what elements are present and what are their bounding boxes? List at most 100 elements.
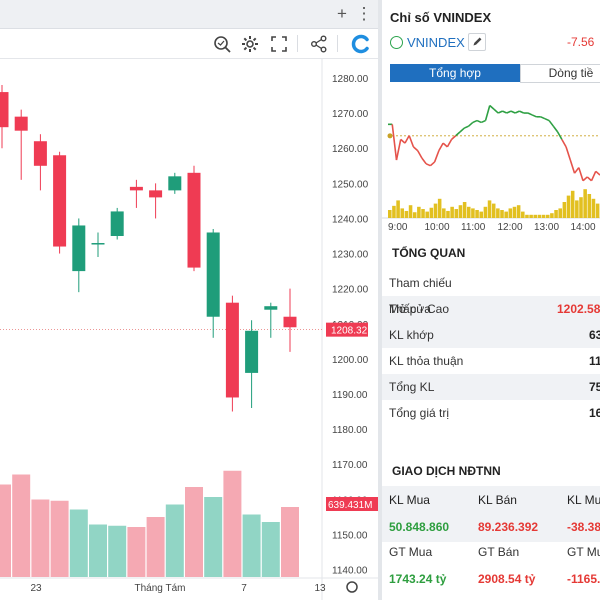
intraday-line-segment: [451, 135, 457, 140]
row-value: 1202.58: [557, 302, 600, 316]
price-tick-label: 1170.00: [332, 460, 368, 471]
overview-row: Tham chiếu: [382, 270, 600, 296]
foreign-row: [382, 486, 600, 542]
overview-row: Tổng giá trị 16: [382, 400, 600, 426]
intraday-line-segment: [412, 146, 419, 152]
intraday-line-segment: [510, 110, 516, 114]
intraday-line-segment: [497, 110, 503, 114]
mini-volume-bar: [425, 211, 429, 218]
foreign-header: GT Mua: [567, 545, 600, 559]
intraday-line-segment: [569, 159, 576, 174]
mini-volume-bar: [516, 205, 521, 218]
pane-divider[interactable]: [378, 0, 382, 600]
volume-bar: [146, 517, 165, 577]
volume-bar: [204, 497, 223, 577]
row-value: 16: [589, 406, 600, 420]
brand-logo-icon[interactable]: [350, 33, 372, 55]
tab-overview[interactable]: Tổng hợp: [390, 64, 520, 82]
candle-body: [129, 186, 143, 191]
candle-body: [245, 330, 259, 373]
mini-volume-bar: [550, 213, 554, 218]
row-label: Mở cửa: [389, 302, 431, 316]
price-tick-label: 1230.00: [332, 250, 369, 261]
mini-volume-bar: [591, 198, 596, 218]
intraday-line-segment: [573, 167, 580, 174]
gear-icon[interactable]: [346, 581, 358, 593]
symbol-selector[interactable]: VNINDEX: [390, 34, 480, 52]
settings-icon[interactable]: [239, 33, 261, 55]
mini-volume-bar: [529, 214, 533, 218]
time-tick-label: 13: [314, 583, 326, 594]
more-vertical-icon[interactable]: ⋮: [355, 4, 373, 23]
price-tick-label: 1200.00: [332, 355, 369, 366]
mini-volume-bar: [570, 190, 575, 218]
candle-body: [283, 316, 297, 328]
intraday-chart[interactable]: 9:00 10:00 11:00 12:00 13:00 14:00: [382, 90, 600, 238]
intraday-line-segment: [514, 110, 520, 114]
mini-volume-bar: [521, 211, 525, 218]
candle-body: [91, 243, 105, 245]
intraday-line-segment: [595, 170, 600, 176]
plus-icon[interactable]: +: [337, 4, 347, 23]
intraday-line-segment: [586, 176, 593, 182]
foreign-header: GT Mua: [389, 545, 433, 559]
mini-volume-bar: [417, 206, 421, 218]
candle-body: [264, 306, 278, 310]
mini-volume-bar: [475, 210, 479, 218]
mini-volume-bar: [566, 195, 571, 218]
intraday-line-segment: [433, 150, 440, 163]
edit-icon[interactable]: [468, 33, 486, 51]
candle-body: [168, 176, 182, 191]
intraday-line-segment: [480, 119, 486, 124]
price-axis: 1280.00 1270.00 1260.00 1250.00 1240.00 1230.…: [326, 74, 378, 576]
candle-body: [0, 92, 9, 128]
panel-tabs: Tổng hợp Dòng tiề: [390, 64, 600, 83]
tab-money-flow[interactable]: Dòng tiề: [520, 64, 600, 83]
row-label: Thấp - Cao: [389, 302, 450, 316]
mini-volume-bar: [454, 209, 459, 218]
intraday-line-segment: [484, 105, 491, 121]
mini-volume-bar: [587, 194, 592, 218]
row-value: 75: [589, 380, 600, 394]
volume-bar: [31, 499, 50, 577]
price-tick-label: 1250.00: [332, 179, 369, 190]
volume-bar: [261, 522, 280, 577]
volume-bar: [0, 484, 11, 577]
foreign-value: -38.38: [567, 520, 600, 534]
fullscreen-icon[interactable]: [268, 33, 290, 55]
share-icon[interactable]: [308, 33, 330, 55]
overview-section: TỔNG QUAN: [382, 240, 600, 266]
intraday-line-segment: [506, 110, 512, 114]
mini-volume-bar: [421, 209, 425, 218]
mini-volume-bar: [575, 200, 579, 218]
intraday-line-segment: [442, 142, 448, 148]
magnifier-icon[interactable]: [211, 33, 233, 55]
intraday-line-segment: [416, 150, 423, 159]
candlestick-chart[interactable]: 1280.00 1270.00 1260.00 1250.00 1240.00 1230.…: [0, 58, 378, 600]
price-tick-label: 1220.00: [332, 285, 369, 296]
foreign-value: 2908.54 tỷ: [478, 572, 536, 586]
mini-volume-bar: [496, 208, 500, 218]
row-label: KL thỏa thuận: [389, 354, 464, 368]
intraday-line-segment: [544, 117, 550, 122]
refresh-icon: [390, 36, 403, 49]
price-tick-label: 1140.00: [332, 565, 368, 576]
mini-volume-bar: [500, 210, 504, 218]
intraday-line-segment: [476, 119, 482, 124]
intraday-line-segment: [395, 139, 402, 161]
row-label: Tổng giá trị: [389, 406, 450, 420]
mini-volume-bar: [479, 211, 484, 218]
mini-volume-bar: [579, 197, 583, 218]
intraday-line-segment: [438, 142, 444, 152]
mini-volume-bar: [595, 203, 600, 218]
intraday-line-segment: [455, 131, 461, 137]
price-tick-label: 1240.00: [332, 214, 369, 225]
row-value: 63: [589, 328, 600, 342]
foreign-header: KL Bán: [478, 493, 517, 507]
candle-body: [225, 302, 239, 398]
mini-volume-bar: [412, 212, 417, 218]
chart-pane: + ⋮ 1280.00 1270.00 12: [0, 0, 378, 600]
mini-time-label: 12:00: [498, 222, 523, 233]
price-tick-label: 1260.00: [332, 144, 369, 155]
time-axis: 23 Tháng Tám 7 13: [30, 581, 358, 594]
